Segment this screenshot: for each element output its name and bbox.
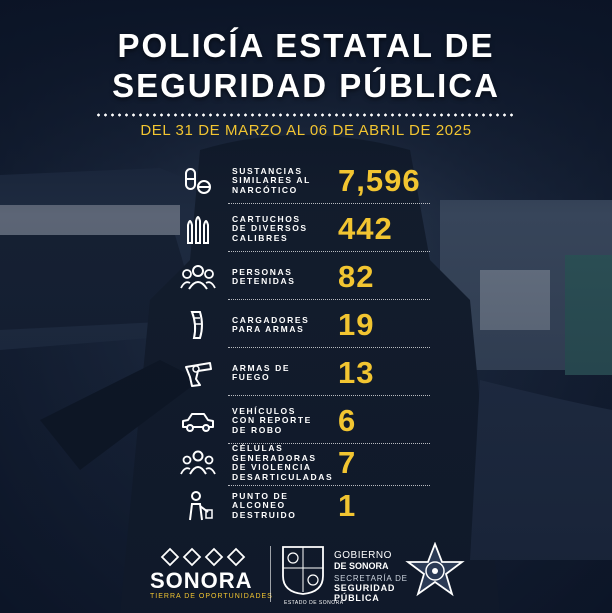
- row-divider: [228, 395, 430, 396]
- sonora-brand: SONORA: [150, 568, 253, 593]
- pills-icon: [185, 168, 211, 194]
- title-line-2: SEGURIDAD PÚBLICA: [112, 67, 500, 104]
- crest-caption: ESTADO DE SONORA: [284, 600, 344, 606]
- police-star-badge-icon: [405, 542, 465, 597]
- bullets-icon: [187, 216, 209, 244]
- person-warning-icon: [189, 491, 213, 521]
- publica-text: PÚBLICA: [334, 593, 380, 603]
- row-divider: [228, 443, 430, 444]
- stat-label: CARGADORES PARA ARMAS: [232, 314, 310, 334]
- row-divider: [228, 347, 430, 348]
- stat-label: SUSTANCIAS SIMILARES AL NARCÓTICO: [232, 165, 311, 195]
- stat-row-vehiculos: VEHÍCULOS CON REPORTE DE ROBO 6: [180, 401, 430, 444]
- stat-value: 82: [338, 259, 375, 294]
- row-divider: [228, 299, 430, 300]
- stat-label: PUNTO DE ALCONEO DESTRUIDO: [232, 490, 297, 520]
- car-icon: [182, 413, 214, 432]
- row-divider: [228, 251, 430, 252]
- stat-value: 7: [338, 445, 357, 480]
- title-line-1: POLICÍA ESTATAL DE: [117, 27, 495, 64]
- stat-row-armas: ARMAS DE FUEGO 13: [180, 353, 430, 396]
- stat-value: 1: [338, 488, 357, 523]
- magazine-icon: [190, 311, 203, 339]
- secretaria-text: SECRETARÍA DE: [334, 574, 408, 583]
- stat-label: PERSONAS DETENIDAS: [232, 266, 296, 286]
- row-divider: [228, 203, 430, 204]
- stat-row-personas: PERSONAS DETENIDAS 82: [180, 257, 430, 300]
- stat-label: CÉLULAS GENERADORAS DE VIOLENCIA DESARTI…: [232, 443, 334, 482]
- stat-row-punto: PUNTO DE ALCONEO DESTRUIDO 1: [180, 486, 430, 526]
- sonora-tagline: TIERRA DE OPORTUNIDADES: [150, 593, 273, 600]
- footer-separator: [270, 546, 271, 602]
- seguridad-text: SEGURIDAD: [334, 583, 396, 593]
- sonora-pattern-icon: [160, 547, 246, 567]
- stat-row-cartuchos: CARTUCHOS DE DIVERSOS CALIBRES 442: [180, 209, 430, 252]
- stat-value: 13: [338, 355, 375, 390]
- stat-row-cargadores: CARGADORES PARA ARMAS 19: [180, 305, 430, 348]
- group-icon: [180, 450, 216, 475]
- stat-row-celulas: CÉLULAS GENERADORAS DE VIOLENCIA DESARTI…: [180, 443, 430, 486]
- stat-label: ARMAS DE FUEGO: [232, 362, 291, 382]
- stat-label: CARTUCHOS DE DIVERSOS CALIBRES: [232, 213, 308, 243]
- stat-label: VEHÍCULOS CON REPORTE DE ROBO: [232, 405, 312, 435]
- stat-row-sustancias: SUSTANCIAS SIMILARES AL NARCÓTICO 7,596: [180, 161, 430, 204]
- people-icon: [180, 265, 216, 290]
- de-sonora-text: DE SONORA: [334, 561, 389, 571]
- stat-value: 6: [338, 403, 357, 438]
- row-divider: [228, 485, 430, 486]
- state-crest-icon: [282, 546, 324, 595]
- date-range: DEL 31 DE MARZO AL 06 DE ABRIL DE 2025: [140, 122, 472, 139]
- dotted-divider: [95, 113, 517, 117]
- footer-logos: SONORA TIERRA DE OPORTUNIDADES ESTADO DE…: [0, 540, 612, 613]
- gobierno-text: GOBIERNO: [334, 550, 392, 561]
- revolver-icon: [185, 362, 212, 387]
- stat-value: 442: [338, 211, 393, 246]
- stat-value: 19: [338, 307, 375, 342]
- stat-value: 7,596: [338, 163, 421, 198]
- page-title: POLICÍA ESTATAL DE SEGURIDAD PÚBLICA: [0, 26, 612, 106]
